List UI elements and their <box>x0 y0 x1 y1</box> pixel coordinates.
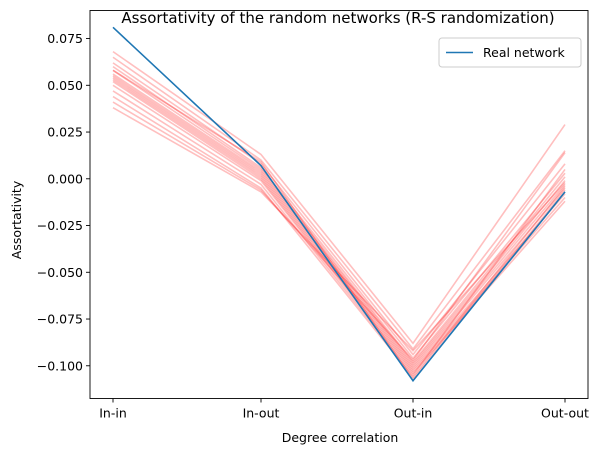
random-network-line-5 <box>112 69 566 364</box>
y-tick-label: −0.025 <box>37 218 83 233</box>
x-tick-label: Out-out <box>541 406 589 421</box>
x-tick-label: Out-in <box>394 406 433 421</box>
y-tick-label: 0.075 <box>47 31 83 46</box>
random-network-line-13 <box>112 95 566 379</box>
chart-title: Assortativity of the random networks (R-… <box>121 9 554 27</box>
random-network-line-16 <box>112 69 566 381</box>
x-axis: In-in In-out Out-in Out-out <box>99 398 589 421</box>
random-network-line-11 <box>112 84 566 375</box>
y-tick-label: 0.000 <box>47 171 83 186</box>
y-tick-label: 0.025 <box>47 125 83 140</box>
legend-box <box>438 37 582 68</box>
y-tick-label: 0.050 <box>47 78 83 93</box>
y-axis-label: Assortativity <box>9 180 24 259</box>
y-tick-label: −0.075 <box>37 312 83 327</box>
x-tick-label: In-in <box>99 406 127 421</box>
y-tick-label: −0.100 <box>37 358 83 373</box>
real-network-line <box>112 26 566 383</box>
random-network-line-1 <box>112 50 566 345</box>
y-tick-label: −0.050 <box>37 265 83 280</box>
legend: Real network <box>438 37 582 68</box>
random-network-line-4 <box>112 65 566 360</box>
plot-frame <box>89 10 589 399</box>
random-network-line-15 <box>112 107 566 352</box>
legend-entry-real: Real network <box>483 45 565 60</box>
random-network-line-10 <box>112 80 566 373</box>
random-network-line-8 <box>112 77 566 369</box>
random-network-line-2 <box>112 56 566 351</box>
x-axis-label: Degree correlation <box>282 430 399 445</box>
y-axis: 0.075 0.050 0.025 0.000 −0.025 −0.050 −0.075 −0… <box>37 31 90 373</box>
random-network-line-12 <box>112 90 566 377</box>
random-network-line-3 <box>112 62 566 356</box>
x-tick-label: In-out <box>243 406 280 421</box>
real-series-group <box>112 26 566 383</box>
random-network-line-6 <box>112 73 566 366</box>
random-network-line-7 <box>112 75 566 368</box>
random-network-line-14 <box>112 101 566 362</box>
random-series-group <box>112 50 566 381</box>
